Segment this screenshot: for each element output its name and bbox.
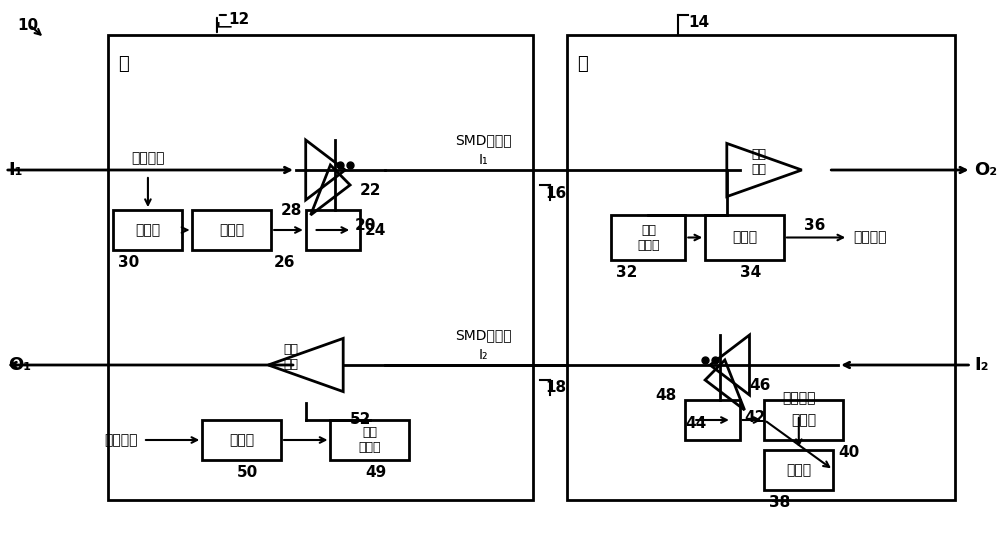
Text: I₂: I₂ [974,356,989,374]
Text: 36: 36 [804,218,825,233]
Text: O₁: O₁ [8,356,31,374]
Text: 数据输出: 数据输出 [853,231,887,244]
Text: 50: 50 [237,465,258,480]
Text: 10: 10 [18,18,39,33]
Text: 数据输入: 数据输入 [782,391,816,405]
Text: 18: 18 [545,380,566,395]
Text: 解调器: 解调器 [732,231,757,244]
Text: 30: 30 [118,255,140,270]
Bar [685,400,740,440]
Text: 调制器: 调制器 [786,463,811,477]
Text: 46: 46 [749,378,771,393]
Text: 东: 东 [577,55,588,73]
Text: 48: 48 [656,387,677,402]
Text: 光电
二极管: 光电 二极管 [637,224,660,251]
Text: 44: 44 [685,416,707,431]
Text: 光放
大器: 光放 大器 [752,148,767,176]
Text: 38: 38 [769,495,790,510]
Text: 34: 34 [740,265,761,280]
Text: 12: 12 [229,12,250,27]
Bar [113,210,182,250]
Text: 26: 26 [274,255,296,270]
Bar [202,420,281,460]
Text: 24: 24 [365,223,386,238]
Text: 40: 40 [838,445,859,460]
Text: O₂: O₂ [974,161,997,179]
Text: 数据输出: 数据输出 [105,433,138,447]
Text: 32: 32 [616,265,638,280]
Bar [567,35,955,500]
Text: 14: 14 [688,15,709,30]
Text: 28: 28 [281,203,302,218]
Bar [330,420,409,460]
Bar [764,450,833,490]
Text: 解调器: 解调器 [229,433,254,447]
Text: 调制器: 调制器 [135,223,160,237]
Text: $\neg$: $\neg$ [217,15,235,35]
Text: 数据输入: 数据输入 [131,151,165,165]
Text: 52: 52 [350,412,371,427]
Bar [705,215,784,260]
Text: 光放
大器: 光放 大器 [283,343,298,371]
Text: SMD调制的: SMD调制的 [455,328,512,342]
Text: I₁: I₁ [478,153,488,167]
Text: 光电
二极管: 光电 二极管 [359,426,381,454]
Text: I₁: I₁ [8,161,22,179]
Bar [764,400,843,440]
Bar [306,210,360,250]
Bar [108,35,533,500]
Text: SMD调制的: SMD调制的 [455,133,512,147]
Text: 16: 16 [545,186,567,201]
Text: I₂: I₂ [478,348,488,362]
Bar [192,210,271,250]
Text: 驱动器: 驱动器 [791,413,816,427]
Text: 西: 西 [118,55,129,73]
Bar [611,215,685,260]
Text: 22: 22 [360,182,381,197]
Text: 20: 20 [355,218,376,233]
Text: 驱动器: 驱动器 [219,223,244,237]
Text: 49: 49 [365,465,386,480]
Text: 42: 42 [745,409,766,424]
